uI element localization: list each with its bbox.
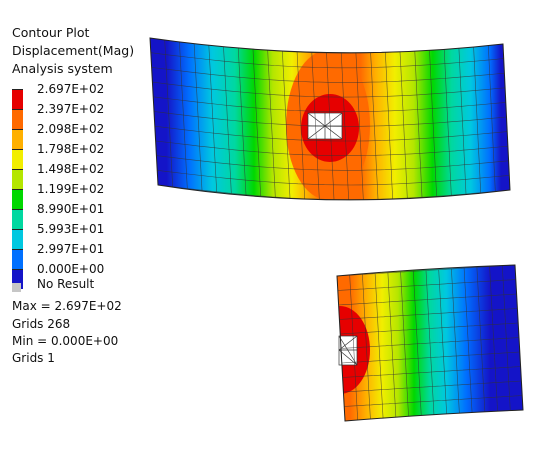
colorbar-band [12,229,23,249]
max-value-label: Max = 2.697E+02 [12,299,122,313]
no-result-label: No Result [37,277,95,291]
colorbar-level-label: 2.098E+02 [37,122,105,136]
colorbar-tick [12,189,23,190]
colorbar-band [12,169,23,189]
colorbar-tick [12,249,23,250]
colorbar-tick [12,149,23,150]
colorbar-tick [12,209,23,210]
colorbar-level-label: 2.397E+02 [37,102,105,116]
legend-title-line-1: Contour Plot [12,25,90,40]
colorbar-level-label: 2.697E+02 [37,82,105,96]
colorbar-level-label: 2.997E+01 [37,242,105,256]
colorbar-band [12,109,23,129]
min-grids-label: Grids 1 [12,351,55,365]
no-result-swatch [12,283,21,292]
colorbar-tick [12,109,23,110]
colorbar-level-label: 1.498E+02 [37,162,105,176]
min-value-label: Min = 0.000E+00 [12,334,119,348]
colorbar-band [12,89,23,109]
colorbar-tick [12,89,23,90]
colorbar-tick [12,129,23,130]
colorbar-band [12,129,23,149]
colorbar-tick [12,269,23,270]
max-grids-label: Grids 268 [12,317,71,331]
colorbar-tick [12,229,23,230]
colorbar-level-label: 8.990E+01 [37,202,105,216]
colorbar-band [12,189,23,209]
top-part-mesh [149,37,511,201]
colorbar-tick [12,169,23,170]
colorbar-level-label: 1.798E+02 [37,142,105,156]
colorbar-level-label: 0.000E+00 [37,262,105,276]
colorbar-band [12,209,23,229]
colorbar-level-label: 5.993E+01 [37,222,105,236]
colorbar-level-label: 1.199E+02 [37,182,105,196]
legend-title-line-3: Analysis system [12,61,113,76]
colorbar-band [12,249,23,269]
contour-colorbar [12,89,23,289]
colorbar-band [12,149,23,169]
bottom-part-mesh [336,264,524,422]
colorbar-band [12,269,23,289]
legend-title-line-2: Displacement(Mag) [12,43,135,58]
